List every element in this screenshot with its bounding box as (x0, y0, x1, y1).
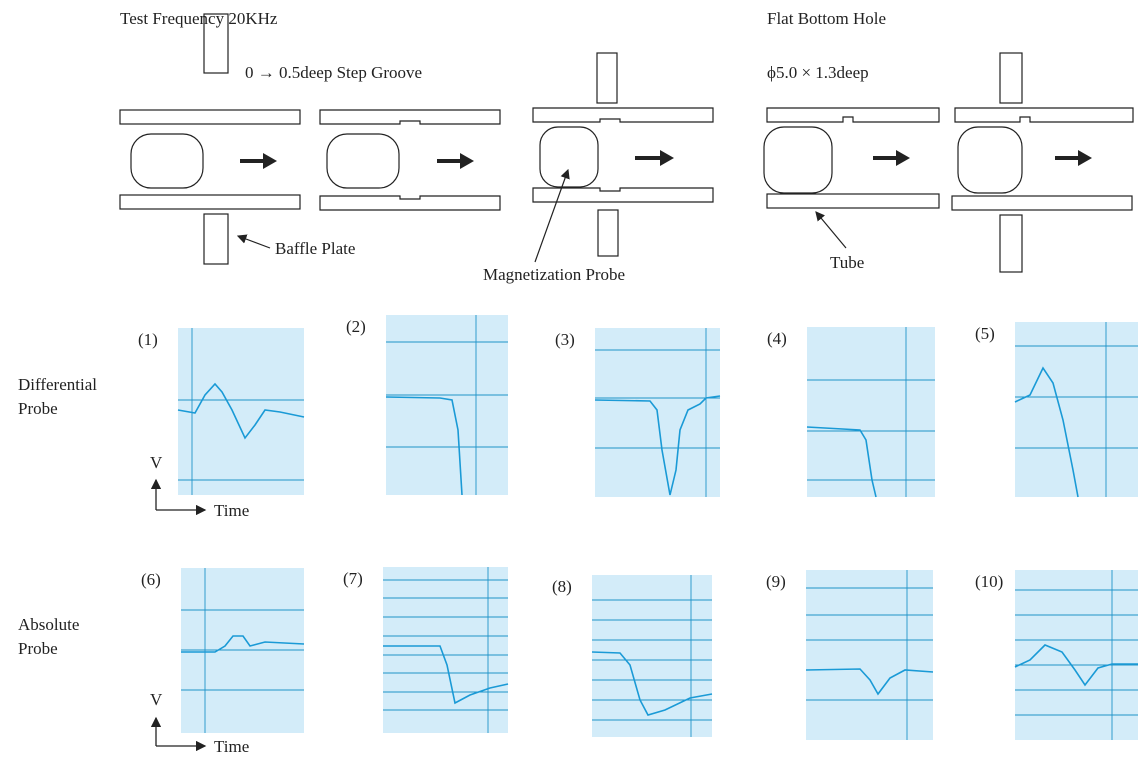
axis-t: Time (214, 501, 249, 520)
scope-screen (1015, 570, 1138, 740)
diagram: Test Frequency 20KHz Flat Bottom Hole 0 … (0, 0, 1138, 757)
scope-screen (181, 568, 304, 733)
scope-screen (178, 328, 304, 495)
tube-label: Tube (830, 253, 864, 272)
probe-setups (120, 14, 1133, 272)
panel-label: (4) (767, 329, 787, 348)
row-label: Probe (18, 639, 58, 658)
panel-label: (5) (975, 324, 995, 343)
panel-label: (10) (975, 572, 1003, 591)
panel-label: (1) (138, 330, 158, 349)
baffle-label: Baffle Plate (275, 239, 355, 258)
scope-screen (592, 575, 712, 737)
header-right: Flat Bottom Hole (767, 9, 886, 28)
groove-label: 0 → 0.5deep Step Groove (245, 63, 422, 82)
scope-screen (806, 570, 933, 740)
header-left: Test Frequency 20KHz (120, 9, 278, 28)
scope-screen (383, 567, 508, 733)
scope-screen (1015, 322, 1138, 497)
panel-label: (7) (343, 569, 363, 588)
panel-label: (2) (346, 317, 366, 336)
axis-t: Time (214, 737, 249, 756)
axis-v: V (150, 453, 163, 472)
panel-label: (6) (141, 570, 161, 589)
panel-label: (9) (766, 572, 786, 591)
axis-v: V (150, 690, 163, 709)
row-label: Differential (18, 375, 97, 394)
row-label: Absolute (18, 615, 79, 634)
panel-label: (8) (552, 577, 572, 596)
hole-label: ϕ5.0 × 1.3deep (767, 63, 869, 82)
probe-label: Magnetization Probe (483, 265, 625, 284)
row-label: Probe (18, 399, 58, 418)
panel-label: (3) (555, 330, 575, 349)
